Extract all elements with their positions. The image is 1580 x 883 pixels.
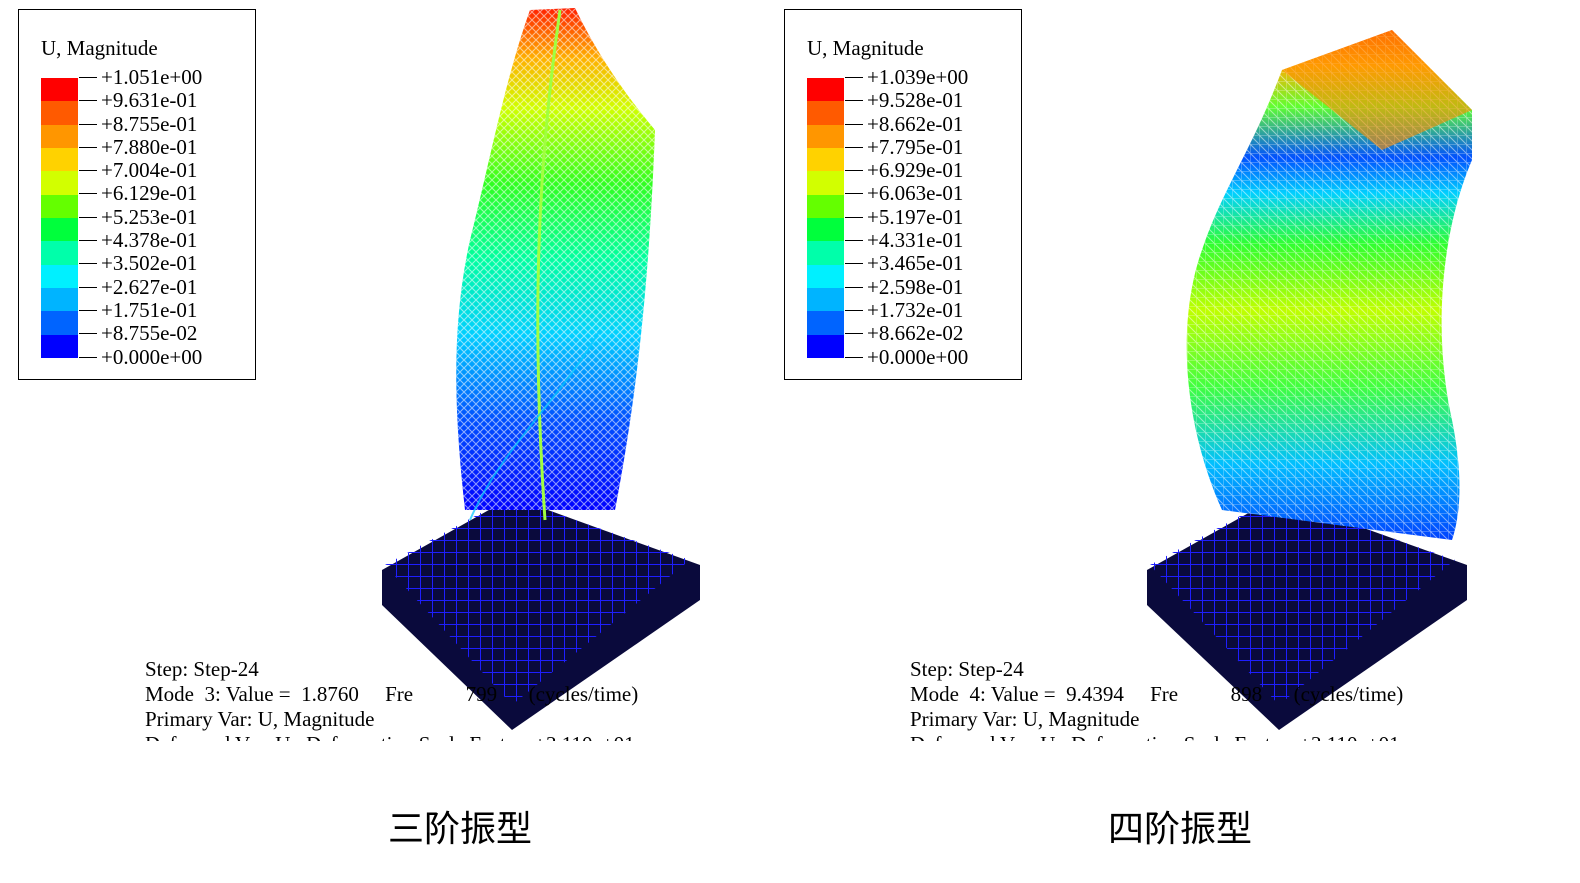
mode-3-info-block: Step: Step-24 Mode 3: Value = 1.8760 Fre… (145, 657, 785, 741)
legend-value: +0.000e+00 (845, 345, 968, 369)
legend-title: U, Magnitude (807, 36, 924, 60)
legend-value: +5.253e-01 (79, 205, 202, 229)
legend-title: U, Magnitude (41, 36, 158, 60)
legend-value: +3.465e-01 (845, 252, 968, 275)
step-label: Step: Step-24 (910, 657, 1024, 681)
legend-value: +1.751e-01 (79, 298, 202, 322)
legend-value: +4.331e-01 (845, 228, 968, 252)
foundation-slab (1147, 497, 1467, 730)
color-scale-bar (41, 78, 78, 358)
mode-4-tower-model (1147, 30, 1472, 730)
legend-value: +7.795e-01 (845, 135, 968, 159)
legend-value: +1.051e+00 (79, 65, 202, 89)
legend-value: +6.063e-01 (845, 182, 968, 205)
legend-value: +8.662e-01 (845, 112, 968, 136)
color-scale-bar (807, 78, 844, 358)
mode-4-legend: U, Magnitude +1.039e+00 +9.528e-01 +8.66… (784, 9, 1022, 380)
mode-4-info-block: Step: Step-24 Mode 4: Value = 9.4394 Fre… (910, 657, 1550, 741)
legend-value: +6.929e-01 (845, 159, 968, 182)
mode-3-panel: U, Magnitude +1.051e+00 +9.631e-01 +8.75… (18, 8, 785, 850)
tower-wireframe (456, 8, 655, 521)
mode-label: Mode 3: Value = 1.8760 Fre 799 (cycles/t… (145, 682, 639, 706)
mode-3-legend: U, Magnitude +1.051e+00 +9.631e-01 +8.75… (18, 9, 256, 380)
tower-wireframe (1186, 30, 1472, 540)
mode-label: Mode 4: Value = 9.4394 Fre 898 (cycles/t… (910, 682, 1404, 706)
legend-value: +8.662e-02 (845, 322, 968, 345)
legend-values: +1.051e+00 +9.631e-01 +8.755e-01 +7.880e… (79, 65, 202, 369)
legend-value: +2.627e-01 (79, 275, 202, 299)
legend-value: +9.528e-01 (845, 89, 968, 112)
legend-value: +6.129e-01 (79, 182, 202, 205)
legend-values: +1.039e+00 +9.528e-01 +8.662e-01 +7.795e… (845, 65, 968, 369)
primary-var-label: Primary Var: U, Magnitude (910, 707, 1140, 731)
mode-4-caption: 四阶振型 (1108, 809, 1253, 850)
legend-value: +0.000e+00 (79, 345, 202, 369)
primary-var-label: Primary Var: U, Magnitude (145, 707, 375, 731)
legend-value: +1.732e-01 (845, 298, 968, 322)
legend-value: +9.631e-01 (79, 89, 202, 112)
foundation-slab (382, 497, 700, 730)
legend-value: +5.197e-01 (845, 205, 968, 229)
legend-value: +8.755e-02 (79, 322, 202, 345)
legend-value: +2.598e-01 (845, 275, 968, 299)
mode-3-caption: 三阶振型 (388, 809, 533, 850)
legend-value: +8.755e-01 (79, 112, 202, 136)
legend-value: +3.502e-01 (79, 252, 202, 275)
mode-3-tower-model (382, 8, 700, 730)
mode-4-panel: U, Magnitude +1.039e+00 +9.528e-01 +8.66… (782, 0, 1572, 883)
legend-value: +7.880e-01 (79, 135, 202, 159)
legend-value: +7.004e-01 (79, 159, 202, 182)
deformed-var-label: Deformed Var: U Deformation Scale Factor… (910, 732, 1550, 741)
deformed-var-label: Deformed Var: U Deformation Scale Factor… (145, 732, 785, 741)
legend-value: +4.378e-01 (79, 228, 202, 252)
legend-value: +1.039e+00 (845, 65, 968, 89)
step-label: Step: Step-24 (145, 657, 259, 681)
